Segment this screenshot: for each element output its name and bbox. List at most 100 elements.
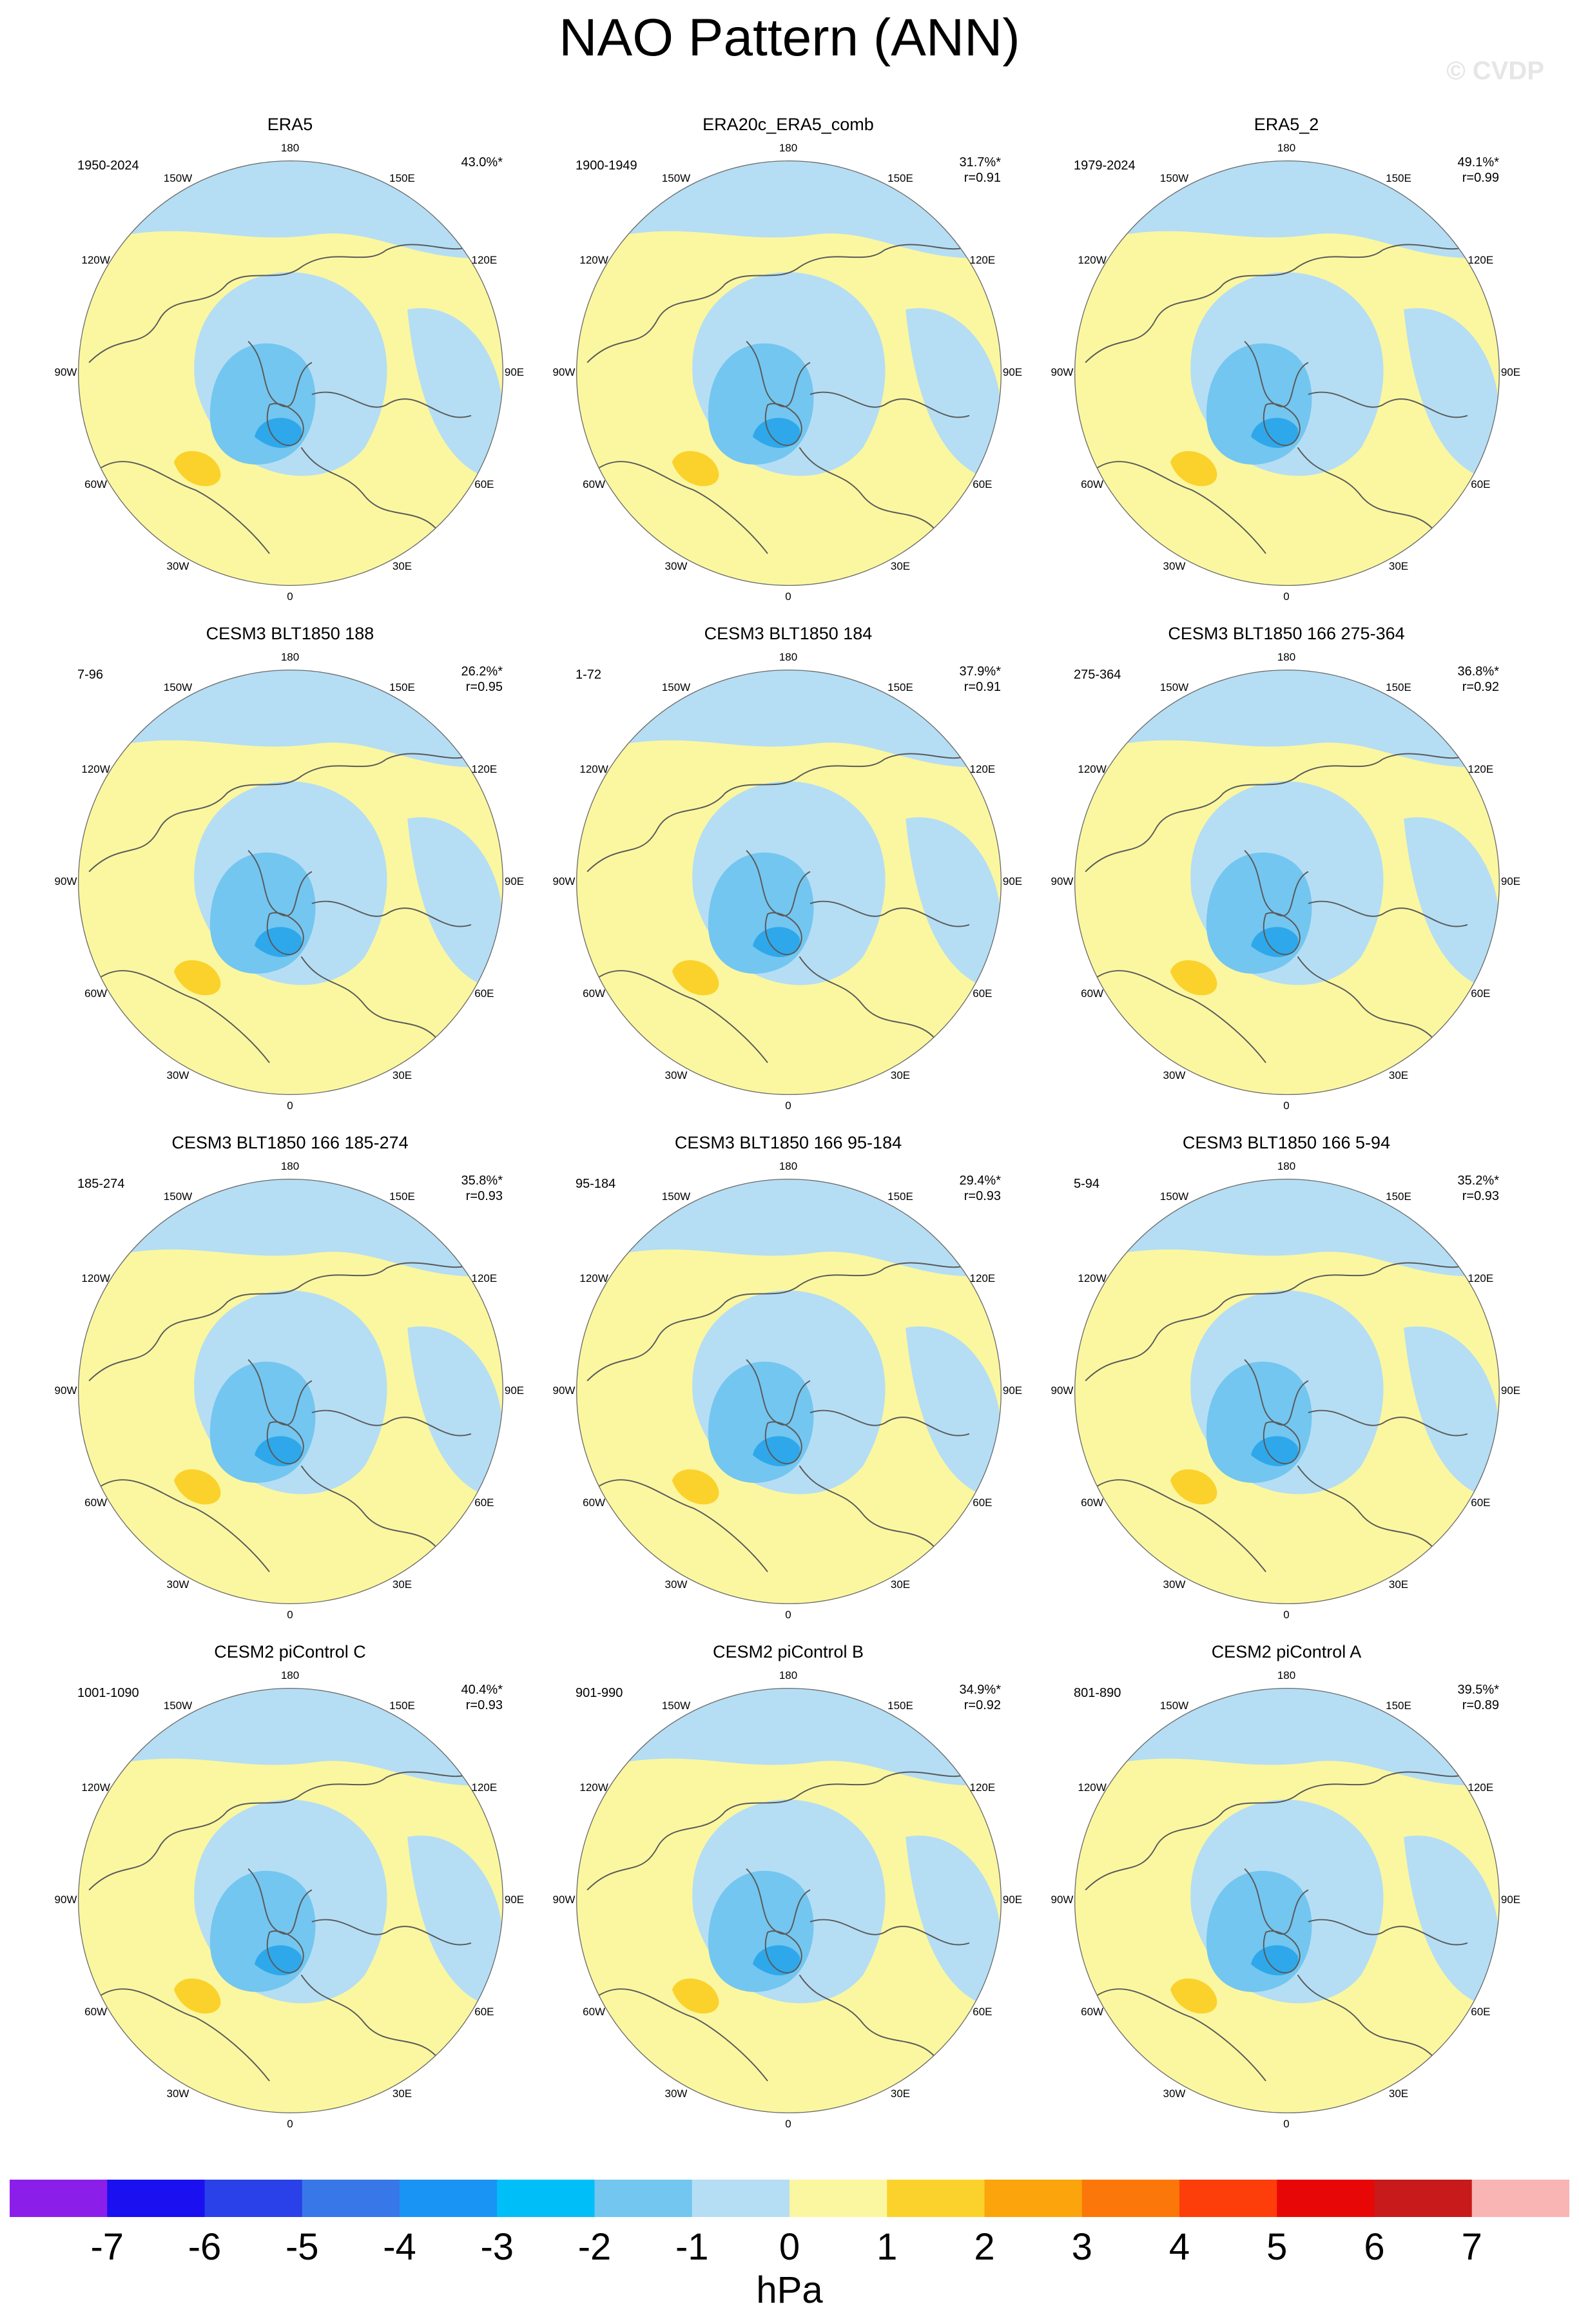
longitude-label: 180	[280, 1160, 300, 1172]
colorbar-swatch	[497, 2180, 595, 2217]
variance-explained: 35.8%*	[461, 1174, 503, 1188]
coastline	[1096, 461, 1266, 554]
longitude-label: 150W	[1159, 1699, 1189, 1712]
longitude-label: 120W	[81, 254, 110, 266]
negative-anomaly-region	[407, 308, 503, 479]
coastline	[799, 956, 938, 1042]
pattern-correlation: r=0.95	[465, 680, 503, 694]
coastline	[99, 1988, 270, 2082]
variance-explained: 39.5%*	[1457, 1683, 1500, 1697]
coastline	[88, 244, 472, 363]
colorbar-tick-label: -2	[577, 2226, 612, 2268]
longitude-label: 150E	[1386, 1190, 1411, 1203]
longitude-label: 180	[779, 1669, 798, 1681]
colorbar-tick-label: 5	[1266, 2226, 1288, 2268]
panel-stats: 34.9%* r=0.92	[960, 1682, 1002, 1713]
longitude-label: 90W	[54, 1384, 77, 1397]
coastline	[311, 1409, 472, 1437]
coastline	[746, 849, 811, 916]
longitude-label: 30W	[1163, 1069, 1186, 1082]
longitude-label: 90W	[54, 875, 77, 887]
polar-map	[77, 1687, 504, 2114]
longitude-label: 30W	[166, 1578, 189, 1591]
longitude-label: 90W	[1051, 1893, 1074, 1906]
negative-anomaly-region	[906, 817, 1002, 989]
panel-title: CESM2 piControl B	[712, 1642, 864, 1661]
longitude-label: 120E	[969, 763, 996, 775]
coastline	[764, 1930, 802, 1973]
coastline	[746, 1359, 811, 1426]
longitude-label: 120W	[579, 1781, 608, 1794]
panel-title: CESM2 piControl A	[1211, 1642, 1362, 1661]
longitude-label: 30W	[1163, 2087, 1186, 2100]
polar-map	[1074, 1178, 1500, 1605]
longitude-label: 60E	[973, 2006, 993, 2018]
map-panel: CESM3 BLT1850 166 95-184 95-184 29.4%* r=0.…	[543, 1133, 1033, 1642]
colorbar-swatch	[790, 2180, 887, 2217]
longitude-label: 30E	[890, 2087, 911, 2100]
panel-years: 1900-1949	[576, 159, 637, 173]
variance-explained: 26.2%*	[461, 664, 503, 679]
positive-anomaly-region	[1170, 1469, 1217, 1505]
colorbar-swatch	[10, 2180, 108, 2217]
pattern-correlation: r=0.92	[1462, 680, 1499, 694]
longitude-label: 150E	[389, 1190, 415, 1203]
panel-years: 801-890	[1074, 1686, 1121, 1700]
panel-title: ERA5_2	[1254, 115, 1319, 134]
longitude-label: 120E	[969, 1781, 996, 1794]
longitude-label: 30E	[890, 560, 911, 573]
longitude-label: 0	[785, 1099, 791, 1112]
coastline	[1308, 391, 1468, 418]
longitude-label: 30W	[166, 1069, 189, 1082]
colorbar-tick-label: -5	[285, 2226, 319, 2268]
colorbar-swatch	[400, 2180, 498, 2217]
coastline	[1263, 1930, 1301, 1973]
colorbar-swatch	[1374, 2180, 1473, 2217]
coastline	[586, 753, 970, 873]
longitude-label: 0	[287, 590, 293, 603]
panel-stats: 35.2%* r=0.93	[1458, 1173, 1500, 1204]
longitude-label: 90E	[1002, 1893, 1023, 1906]
colorbar-swatch	[1081, 2180, 1180, 2217]
coastline	[1085, 1771, 1468, 1891]
coastline	[88, 1771, 472, 1891]
panel-stats: 49.1%* r=0.99	[1458, 155, 1500, 186]
longitude-label: 60W	[84, 2006, 108, 2018]
longitude-label: 120W	[1078, 763, 1107, 775]
longitude-label: 90W	[54, 366, 77, 378]
coastline	[597, 970, 768, 1063]
longitude-label: 60E	[973, 478, 993, 490]
coastline	[1085, 244, 1468, 363]
polar-map	[576, 669, 1002, 1096]
longitude-label: 150W	[163, 681, 193, 693]
map-panel: CESM2 piControl B 901-990 34.9%* r=0.92 180 1…	[543, 1642, 1033, 2151]
coastline	[266, 912, 304, 955]
colorbar-swatch	[302, 2180, 400, 2217]
polar-map	[77, 160, 504, 586]
longitude-label: 120W	[579, 1272, 608, 1284]
polar-map	[576, 160, 1002, 586]
longitude-label: 60W	[583, 1496, 606, 1509]
longitude-label: 90W	[1051, 1384, 1074, 1397]
negative-anomaly-region	[906, 1326, 1002, 1498]
map-panel: CESM3 BLT1850 166 5-94 5-94 35.2%* r=0.93 18…	[1041, 1133, 1531, 1642]
longitude-label: 90E	[1500, 366, 1521, 378]
colorbar-tick-label: 4	[1168, 2226, 1190, 2268]
negative-anomaly-core	[255, 418, 302, 449]
negative-anomaly-region	[1404, 1835, 1500, 2007]
longitude-label: 150E	[887, 681, 913, 693]
negative-anomaly-core	[255, 1945, 302, 1976]
longitude-label: 120E	[1468, 1272, 1494, 1284]
coastline	[88, 753, 472, 873]
map-panel: CESM2 piControl C 1001-1090 40.4%* r=0.93 18…	[45, 1642, 535, 2151]
coastline	[247, 1868, 313, 1935]
panel-stats: 37.9%* r=0.91	[960, 664, 1002, 695]
panel-stats: 31.7%* r=0.91	[960, 155, 1002, 186]
coastline	[1297, 447, 1437, 533]
panel-stats: 36.8%* r=0.92	[1458, 664, 1500, 695]
longitude-label: 120W	[579, 254, 608, 266]
longitude-label: 30W	[664, 1069, 688, 1082]
panel-years: 5-94	[1074, 1177, 1100, 1191]
variance-explained: 36.8%*	[1457, 664, 1500, 679]
longitude-label: 60E	[474, 1496, 494, 1509]
